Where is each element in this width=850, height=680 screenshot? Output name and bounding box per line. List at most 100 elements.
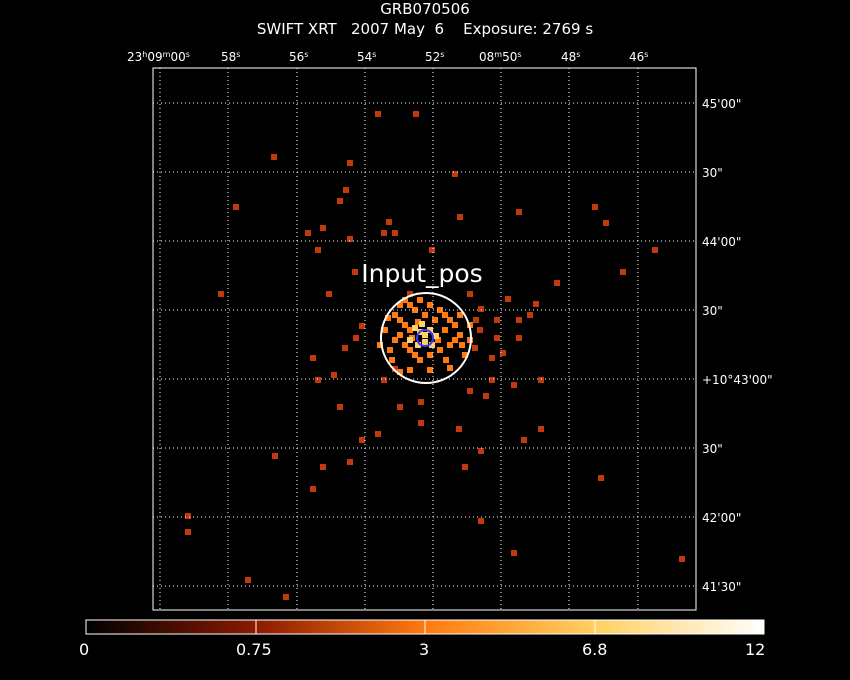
photon-pixel bbox=[620, 269, 626, 275]
photon-pixel bbox=[489, 377, 495, 383]
photon-pixel bbox=[452, 337, 458, 343]
ra-tick-label: 46s bbox=[629, 50, 649, 64]
photon-pixel bbox=[538, 426, 544, 432]
photon-pixel bbox=[427, 327, 433, 333]
photon-pixel bbox=[381, 377, 387, 383]
photon-counts bbox=[185, 111, 685, 600]
photon-pixel bbox=[315, 377, 321, 383]
photon-pixel bbox=[422, 312, 428, 318]
photon-pixel bbox=[447, 317, 453, 323]
photon-pixel bbox=[386, 219, 392, 225]
colorbar-label: 0 bbox=[79, 640, 90, 659]
photon-pixel bbox=[407, 302, 413, 308]
photon-pixel bbox=[457, 332, 463, 338]
photon-pixel bbox=[511, 550, 517, 556]
photon-pixel bbox=[397, 317, 403, 323]
photon-pixel bbox=[527, 312, 533, 318]
photon-pixel bbox=[554, 280, 560, 286]
photon-pixel bbox=[412, 325, 418, 331]
colorbar-label: 12 bbox=[745, 640, 766, 659]
photon-pixel bbox=[347, 236, 353, 242]
photon-pixel bbox=[353, 335, 359, 341]
photon-pixel bbox=[392, 312, 398, 318]
photon-pixel bbox=[377, 342, 383, 348]
photon-pixel bbox=[381, 230, 387, 236]
photon-pixel bbox=[442, 327, 448, 333]
photon-pixel bbox=[422, 339, 428, 345]
photon-pixel bbox=[457, 312, 463, 318]
photon-pixel bbox=[352, 269, 358, 275]
input-position-circle bbox=[416, 329, 434, 347]
photon-pixel bbox=[442, 312, 448, 318]
ra-tick-label: 08m50s bbox=[479, 50, 522, 64]
photon-pixel bbox=[516, 317, 522, 323]
photon-pixel bbox=[603, 220, 609, 226]
photon-pixel bbox=[337, 404, 343, 410]
photon-pixel bbox=[447, 342, 453, 348]
photon-pixel bbox=[343, 187, 349, 193]
photon-pixel bbox=[521, 437, 527, 443]
photon-pixel bbox=[320, 225, 326, 231]
photon-pixel bbox=[310, 355, 316, 361]
photon-pixel bbox=[418, 420, 424, 426]
photon-pixel bbox=[437, 307, 443, 313]
photon-pixel bbox=[462, 464, 468, 470]
image-frame bbox=[152, 67, 697, 611]
photon-pixel bbox=[505, 296, 511, 302]
photon-pixel bbox=[245, 577, 251, 583]
photon-pixel bbox=[422, 332, 428, 338]
photon-pixel bbox=[478, 518, 484, 524]
photon-pixel bbox=[375, 111, 381, 117]
photon-pixel bbox=[397, 302, 403, 308]
photon-pixel bbox=[467, 291, 473, 297]
photon-pixel bbox=[415, 319, 421, 325]
photon-pixel bbox=[407, 347, 413, 353]
photon-pixel bbox=[402, 342, 408, 348]
photon-pixel bbox=[592, 204, 598, 210]
dec-tick-label: 45'00" bbox=[702, 97, 742, 111]
photon-pixel bbox=[427, 367, 433, 373]
colorbar-label: 6.8 bbox=[582, 640, 608, 659]
photon-pixel bbox=[511, 382, 517, 388]
photon-pixel bbox=[427, 352, 433, 358]
photon-pixel bbox=[432, 317, 438, 323]
photon-pixel bbox=[452, 171, 458, 177]
photon-pixel bbox=[283, 594, 289, 600]
photon-pixel bbox=[533, 301, 539, 307]
dec-tick-label: 30" bbox=[702, 442, 723, 456]
photon-pixel bbox=[415, 342, 421, 348]
image-title: GRB070506 bbox=[380, 0, 470, 18]
photon-pixel bbox=[359, 437, 365, 443]
photon-pixel bbox=[447, 365, 453, 371]
photon-pixel bbox=[359, 323, 365, 329]
dec-tick-label: 30" bbox=[702, 304, 723, 318]
photon-pixel bbox=[478, 448, 484, 454]
photon-pixel bbox=[392, 337, 398, 343]
image-subtitle: SWIFT XRT 2007 May 6 Exposure: 2769 s bbox=[256, 20, 594, 38]
photon-pixel bbox=[218, 291, 224, 297]
photon-pixel bbox=[489, 355, 495, 361]
coordinate-grid bbox=[153, 68, 696, 610]
photon-pixel bbox=[429, 247, 435, 253]
photon-pixel bbox=[392, 366, 398, 372]
photon-pixel bbox=[419, 321, 425, 327]
photon-pixel bbox=[467, 388, 473, 394]
photon-pixel bbox=[459, 342, 465, 348]
photon-pixel bbox=[652, 247, 658, 253]
photon-pixel bbox=[385, 315, 391, 321]
photon-pixel bbox=[473, 317, 479, 323]
photon-pixel bbox=[407, 367, 413, 373]
dec-tick-label: 42'00" bbox=[702, 511, 742, 525]
dec-tick-label: 41'30" bbox=[702, 580, 742, 594]
photon-pixel bbox=[402, 322, 408, 328]
photon-pixel bbox=[347, 459, 353, 465]
photon-pixel bbox=[389, 357, 395, 363]
photon-pixel bbox=[452, 322, 458, 328]
photon-pixel bbox=[320, 464, 326, 470]
photon-pixel bbox=[397, 332, 403, 338]
photon-pixel bbox=[305, 230, 311, 236]
photon-pixel bbox=[392, 230, 398, 236]
ra-tick-label: 52s bbox=[425, 50, 445, 64]
photon-pixel bbox=[437, 347, 443, 353]
photon-pixel bbox=[427, 302, 433, 308]
